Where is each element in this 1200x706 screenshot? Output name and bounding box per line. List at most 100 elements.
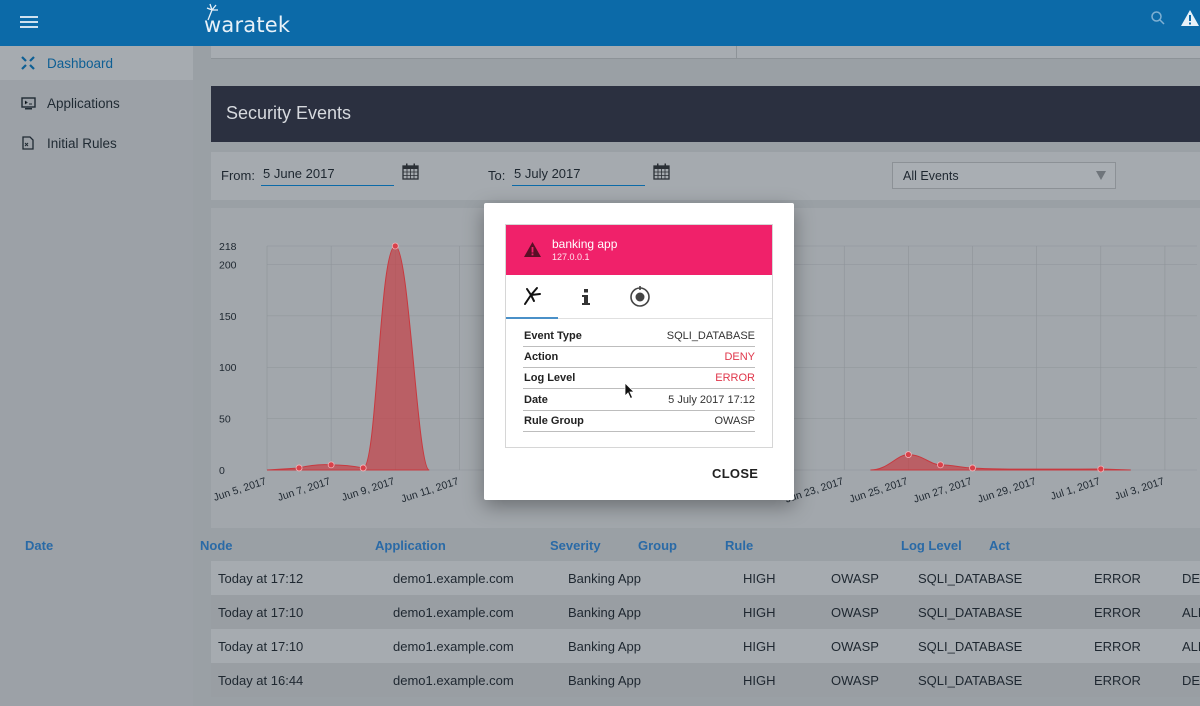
cell-group: OWASP <box>831 673 879 688</box>
cell-action: DE <box>1182 571 1200 586</box>
to-calendar-icon[interactable] <box>653 163 670 180</box>
sidebar-item-label: Dashboard <box>47 55 114 71</box>
alert-icon[interactable] <box>1180 8 1200 28</box>
cell-rule: SQLI_DATABASE <box>918 605 1023 620</box>
cell-log-level: ERROR <box>1094 605 1141 620</box>
cell-group: OWASP <box>831 605 879 620</box>
column-header-application[interactable]: Application <box>375 538 446 553</box>
y-tick-label: 218 <box>219 241 237 253</box>
series-area-late-june <box>870 454 1131 471</box>
cell-severity: HIGH <box>743 571 776 586</box>
event-alert-banner: banking app 127.0.0.1 <box>506 225 772 275</box>
detail-key: Rule Group <box>524 415 584 427</box>
event-detail-card: banking app 127.0.0.1 <box>505 224 773 448</box>
summary-card-strip <box>211 46 1200 59</box>
detail-value: ERROR <box>715 372 755 384</box>
sidebar-item-dashboard[interactable]: Dashboard <box>0 46 193 80</box>
dashboard-icon <box>20 55 36 71</box>
column-header-severity[interactable]: Severity <box>550 538 601 553</box>
detail-key: Date <box>524 394 548 406</box>
event-app-name: banking app <box>552 237 618 251</box>
cell-log-level: ERROR <box>1094 571 1141 586</box>
rules-document-icon <box>20 135 36 151</box>
hamburger-menu-icon[interactable] <box>20 12 38 32</box>
sidebar-item-initial-rules[interactable]: Initial Rules <box>0 126 193 160</box>
mouse-cursor-icon <box>624 382 635 400</box>
tab-target[interactable] <box>614 275 666 319</box>
table-row[interactable]: Today at 16:44 demo1.example.com Banking… <box>211 663 1200 697</box>
cell-date: Today at 17:10 <box>218 639 304 654</box>
data-point[interactable] <box>391 242 399 250</box>
target-icon <box>630 286 650 307</box>
search-icon[interactable] <box>1150 10 1166 26</box>
cell-severity: HIGH <box>743 605 776 620</box>
column-header-date[interactable]: Date <box>25 538 54 553</box>
cell-date: Today at 17:10 <box>218 605 304 620</box>
sidebar-item-label: Applications <box>47 95 120 111</box>
from-date-input[interactable]: 5 June 2017 <box>261 166 394 186</box>
sidebar-item-applications[interactable]: Applications <box>0 86 193 120</box>
column-header-action[interactable]: Act <box>989 538 1010 553</box>
section-title: Security Events <box>226 103 352 123</box>
cell-node: demo1.example.com <box>393 639 514 654</box>
cell-action: DE <box>1182 673 1200 688</box>
date-filter-bar: From: 5 June 2017 To: 5 July 2017 All Ev… <box>211 152 1200 200</box>
waratek-logo[interactable]: waratek <box>204 3 290 40</box>
cell-log-level: ERROR <box>1094 639 1141 654</box>
tab-event[interactable] <box>506 275 558 319</box>
chevron-down-icon <box>1096 171 1106 180</box>
column-header-rule[interactable]: Rule <box>725 538 754 553</box>
from-calendar-icon[interactable] <box>402 163 419 180</box>
cell-severity: HIGH <box>743 673 776 688</box>
y-tick-label: 50 <box>219 414 231 426</box>
sidebar-item-label: Initial Rules <box>47 135 117 151</box>
detail-row-log-level: Log Level ERROR <box>523 368 755 389</box>
detail-row-date: Date 5 July 2017 17:12 <box>523 390 755 411</box>
cell-log-level: ERROR <box>1094 673 1141 688</box>
event-detail-tabs <box>506 275 772 319</box>
data-point[interactable] <box>327 461 335 469</box>
detail-value: OWASP <box>714 415 755 427</box>
data-point[interactable] <box>1097 465 1105 473</box>
table-row[interactable]: Today at 17:10 demo1.example.com Banking… <box>211 595 1200 629</box>
cell-action: ALL <box>1182 639 1200 654</box>
data-point[interactable] <box>295 464 303 472</box>
sidebar: Dashboard Applications Initial Rules <box>0 46 193 706</box>
detail-key: Event Type <box>524 330 582 342</box>
event-type-select[interactable]: All Events <box>892 162 1116 189</box>
waratek-spark-icon <box>524 287 541 305</box>
logo-spark-icon <box>206 3 218 21</box>
data-point[interactable] <box>904 451 912 458</box>
column-header-node[interactable]: Node <box>200 538 233 553</box>
cell-rule: SQLI_DATABASE <box>918 639 1023 654</box>
to-date-input[interactable]: 5 July 2017 <box>512 166 645 186</box>
cell-node: demo1.example.com <box>393 571 514 586</box>
cell-node: demo1.example.com <box>393 673 514 688</box>
close-button[interactable]: CLOSE <box>712 466 759 481</box>
detail-row-event-type: Event Type SQLI_DATABASE <box>523 326 755 347</box>
cell-severity: HIGH <box>743 639 776 654</box>
cell-application: Banking App <box>568 605 642 620</box>
detail-row-rule-group: Rule Group OWASP <box>523 411 755 432</box>
detail-key: Action <box>524 351 559 363</box>
column-header-log-level[interactable]: Log Level <box>901 538 962 553</box>
data-point[interactable] <box>969 464 976 472</box>
data-point[interactable] <box>359 464 367 472</box>
y-tick-label: 0 <box>219 465 225 477</box>
tab-info[interactable] <box>560 275 612 319</box>
cell-rule: SQLI_DATABASE <box>918 673 1023 688</box>
detail-value: DENY <box>724 351 755 363</box>
cell-rule: SQLI_DATABASE <box>918 571 1023 586</box>
event-ip-address: 127.0.0.1 <box>552 252 590 262</box>
cell-application: Banking App <box>568 571 642 586</box>
data-point[interactable] <box>937 461 944 469</box>
column-header-group[interactable]: Group <box>638 538 677 553</box>
applications-icon <box>20 95 36 111</box>
y-tick-label: 150 <box>219 311 237 323</box>
detail-row-action: Action DENY <box>523 347 755 368</box>
table-row[interactable]: Today at 17:12 demo1.example.com Banking… <box>211 561 1200 595</box>
info-icon <box>582 289 590 305</box>
table-row[interactable]: Today at 17:10 demo1.example.com Banking… <box>211 629 1200 663</box>
top-bar: waratek <box>0 0 1200 46</box>
cell-group: OWASP <box>831 571 879 586</box>
